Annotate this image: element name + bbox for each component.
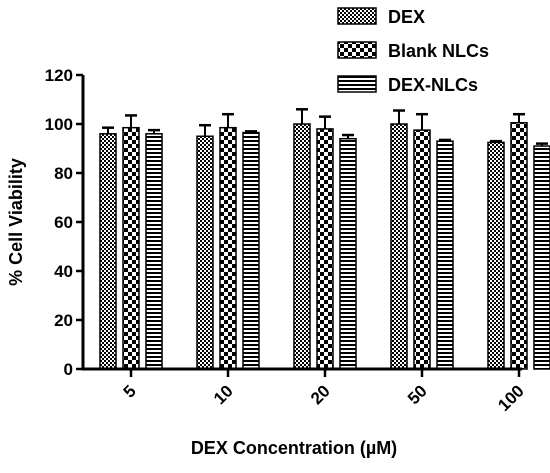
error-bar-dex-5 bbox=[102, 126, 114, 134]
bar-dex-nlcs-100 bbox=[533, 145, 550, 370]
bars bbox=[99, 122, 550, 370]
error-bar-blank-nlcs-10 bbox=[222, 112, 234, 128]
bar-dex-20 bbox=[293, 123, 311, 370]
legend: DEX Blank NLCs DEX-NLCs bbox=[337, 7, 489, 95]
bar-dex-5 bbox=[99, 133, 117, 370]
error-bar-dex-100 bbox=[490, 139, 502, 143]
bar-dex-50 bbox=[390, 123, 408, 370]
error-bar-dex-20 bbox=[296, 108, 308, 124]
bar-blank-nlcs-100 bbox=[510, 122, 528, 370]
bar-blank-nlcs-20 bbox=[316, 128, 334, 370]
legend-item-dex: DEX bbox=[337, 7, 425, 27]
error-bar-blank-nlcs-5 bbox=[125, 114, 137, 128]
x-tick-label: 50 bbox=[404, 381, 431, 408]
bar-blank-nlcs-50 bbox=[413, 129, 431, 370]
error-bar-blank-nlcs-20 bbox=[319, 115, 331, 129]
bar-dex-nlcs-10 bbox=[242, 131, 260, 370]
legend-item-dex-nlcs: DEX-NLCs bbox=[337, 75, 478, 95]
bar-blank-nlcs-5 bbox=[122, 126, 140, 370]
legend-item-blank-nlcs: Blank NLCs bbox=[337, 41, 489, 61]
y-tick-label: 40 bbox=[54, 262, 73, 281]
error-bar-blank-nlcs-50 bbox=[416, 112, 428, 131]
y-tick-label: 0 bbox=[64, 360, 73, 379]
bar-dex-nlcs-5 bbox=[145, 133, 163, 370]
error-bars bbox=[102, 108, 548, 147]
error-bar-dex-nlcs-100 bbox=[536, 142, 548, 147]
error-bar-blank-nlcs-100 bbox=[513, 112, 525, 123]
legend-label: Blank NLCs bbox=[388, 41, 489, 61]
y-axis-label: % Cell Viability bbox=[6, 158, 26, 286]
bar-blank-nlcs-10 bbox=[219, 126, 237, 370]
y-tick-label: 120 bbox=[45, 66, 73, 85]
y-tick-label: 80 bbox=[54, 164, 73, 183]
legend-swatch bbox=[337, 75, 377, 93]
bar-dex-100 bbox=[487, 141, 505, 370]
y-tick-label: 60 bbox=[54, 213, 73, 232]
x-tick-label: 5 bbox=[120, 381, 140, 401]
error-bar-dex-nlcs-5 bbox=[148, 128, 160, 134]
y-tick-label: 100 bbox=[45, 115, 73, 134]
x-axis-label: DEX Concentration (µM) bbox=[191, 438, 397, 458]
bar-dex-nlcs-50 bbox=[436, 140, 454, 370]
error-bar-dex-50 bbox=[393, 109, 405, 124]
error-bar-dex-nlcs-20 bbox=[342, 133, 354, 139]
y-tick-label: 20 bbox=[54, 311, 73, 330]
error-bar-dex-nlcs-10 bbox=[245, 130, 257, 133]
error-bar-dex-nlcs-50 bbox=[439, 138, 451, 142]
error-bar-dex-10 bbox=[199, 123, 211, 137]
y-ticks: 0 20 40 60 80 100 120 bbox=[45, 66, 83, 379]
legend-label: DEX bbox=[388, 7, 425, 27]
x-tick-label: 100 bbox=[494, 381, 527, 414]
x-tick-label: 20 bbox=[307, 381, 334, 408]
x-ticks: 5 10 20 50 100 bbox=[120, 369, 528, 415]
legend-swatch bbox=[337, 7, 377, 25]
bar-dex-10 bbox=[196, 135, 214, 370]
legend-swatch bbox=[337, 41, 377, 59]
x-tick-label: 10 bbox=[210, 381, 237, 408]
legend-label: DEX-NLCs bbox=[388, 75, 478, 95]
bar-dex-nlcs-20 bbox=[339, 137, 357, 370]
